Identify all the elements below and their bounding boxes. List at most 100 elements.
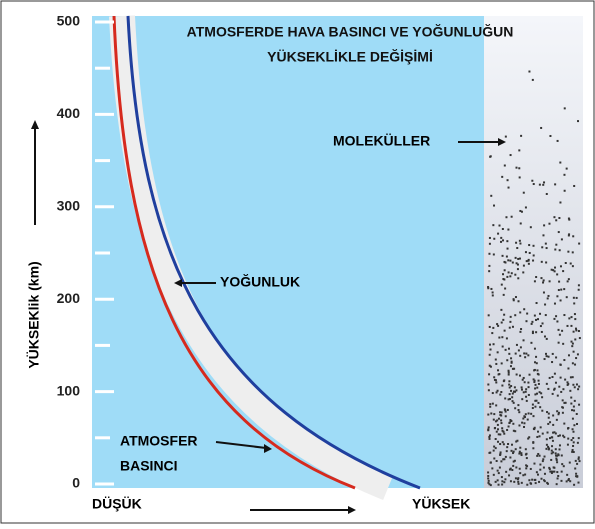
- molecule-dot: [497, 470, 499, 472]
- molecule-dot: [576, 297, 578, 299]
- molecule-dot: [568, 233, 570, 235]
- molecule-dot: [572, 343, 574, 345]
- molecule-dot: [534, 315, 536, 317]
- molecule-dot: [576, 383, 578, 385]
- molecule-dot: [558, 289, 560, 291]
- molecule-dot: [557, 475, 559, 477]
- molecule-dot: [489, 344, 491, 346]
- molecule-dot: [519, 240, 521, 242]
- y-axis-label: YÜKSEKlik (km): [26, 261, 42, 368]
- molecule-dot: [518, 300, 520, 302]
- molecule-dot: [508, 187, 510, 189]
- molecule-dot: [551, 452, 553, 454]
- molecule-dot: [510, 385, 512, 387]
- molecule-dot: [533, 428, 535, 430]
- molecule-dot: [531, 479, 533, 481]
- molecule-dot: [488, 389, 490, 391]
- molecule-dot: [518, 483, 520, 485]
- molecule-dot: [512, 262, 514, 264]
- molecule-dot: [521, 454, 523, 456]
- molecule-dot: [523, 391, 525, 393]
- molecule-dot: [544, 304, 546, 306]
- molecule-dot: [498, 472, 500, 474]
- molecule-dot: [498, 418, 500, 420]
- high-label: YÜKSEK: [412, 496, 470, 512]
- molecule-dot: [549, 135, 551, 137]
- molecule-dot: [541, 410, 543, 412]
- molecule-dot: [558, 329, 560, 331]
- molecule-dot: [553, 389, 555, 391]
- molecule-dot: [506, 429, 508, 431]
- molecule-dot: [570, 325, 572, 327]
- molecule-dot: [514, 386, 516, 388]
- molecule-dot: [525, 320, 527, 322]
- molecule-dot: [548, 413, 550, 415]
- molecule-dot: [507, 409, 509, 411]
- molecule-dot: [520, 452, 522, 454]
- molecule-dot: [539, 455, 541, 457]
- molecule-dot: [505, 471, 507, 473]
- molecule-dot: [577, 353, 579, 355]
- molecule-dot: [520, 346, 522, 348]
- molecule-dot: [497, 428, 499, 430]
- molecule-dot: [576, 475, 578, 477]
- molecule-dot: [524, 474, 526, 476]
- molecule-dot: [572, 235, 574, 237]
- molecule-dot: [578, 289, 580, 291]
- molecule-dot: [495, 363, 497, 365]
- molecule-dot: [519, 468, 521, 470]
- molecule-dot: [487, 471, 489, 473]
- molecule-dot: [536, 436, 538, 438]
- molecule-dot: [522, 418, 524, 420]
- molecule-dot: [498, 433, 500, 435]
- molecule-dot: [552, 414, 554, 416]
- molecule-dot: [555, 315, 557, 317]
- molecule-dot: [494, 427, 496, 429]
- molecule-dot: [518, 349, 520, 351]
- molecule-dot: [519, 210, 521, 212]
- molecule-dot: [531, 321, 533, 323]
- molecule-dot: [555, 452, 557, 454]
- molecule-dot: [573, 431, 575, 433]
- molecule-dot: [525, 206, 527, 208]
- molecule-dot: [573, 424, 575, 426]
- molecule-dot: [548, 467, 550, 469]
- molecule-dot: [571, 341, 573, 343]
- molecule-dot: [546, 411, 548, 413]
- molecule-dot: [504, 330, 506, 332]
- molecule-dot: [523, 377, 525, 379]
- molecule-dot: [561, 238, 563, 240]
- molecule-dot: [500, 419, 502, 421]
- molecule-dot: [528, 263, 530, 265]
- molecule-dot: [533, 245, 535, 247]
- pressure-label: BASINCI: [120, 458, 178, 474]
- molecule-dot: [547, 432, 549, 434]
- molecule-dot: [500, 391, 502, 393]
- molecule-dot: [555, 219, 557, 221]
- molecule-dot: [566, 168, 568, 170]
- molecule-dot: [541, 396, 543, 398]
- molecule-dot: [566, 480, 568, 482]
- molecule-dot: [512, 326, 514, 328]
- molecule-dot: [498, 484, 500, 486]
- molecule-dot: [553, 318, 555, 320]
- molecule-dot: [577, 388, 579, 390]
- molecule-dot: [497, 369, 499, 371]
- molecule-dot: [497, 351, 499, 353]
- molecule-dot: [555, 455, 557, 457]
- molecule-dot: [577, 442, 579, 444]
- molecule-dot: [519, 355, 521, 357]
- molecule-dot: [544, 473, 546, 475]
- molecule-dot: [508, 398, 510, 400]
- molecule-dot: [512, 423, 514, 425]
- molecule-dot: [516, 167, 518, 169]
- molecule-dot: [539, 313, 541, 315]
- molecule-dot: [504, 262, 506, 264]
- molecule-dot: [566, 325, 568, 327]
- molecule-dot: [551, 445, 553, 447]
- molecule-dot: [509, 321, 511, 323]
- molecule-dot: [572, 428, 574, 430]
- diagram: ATMOSFERDE HAVA BASINCI VE YOĞUNLUĞUN YÜ…: [0, 0, 595, 524]
- y-tick-label: 0: [72, 475, 80, 491]
- molecule-dot: [503, 481, 505, 483]
